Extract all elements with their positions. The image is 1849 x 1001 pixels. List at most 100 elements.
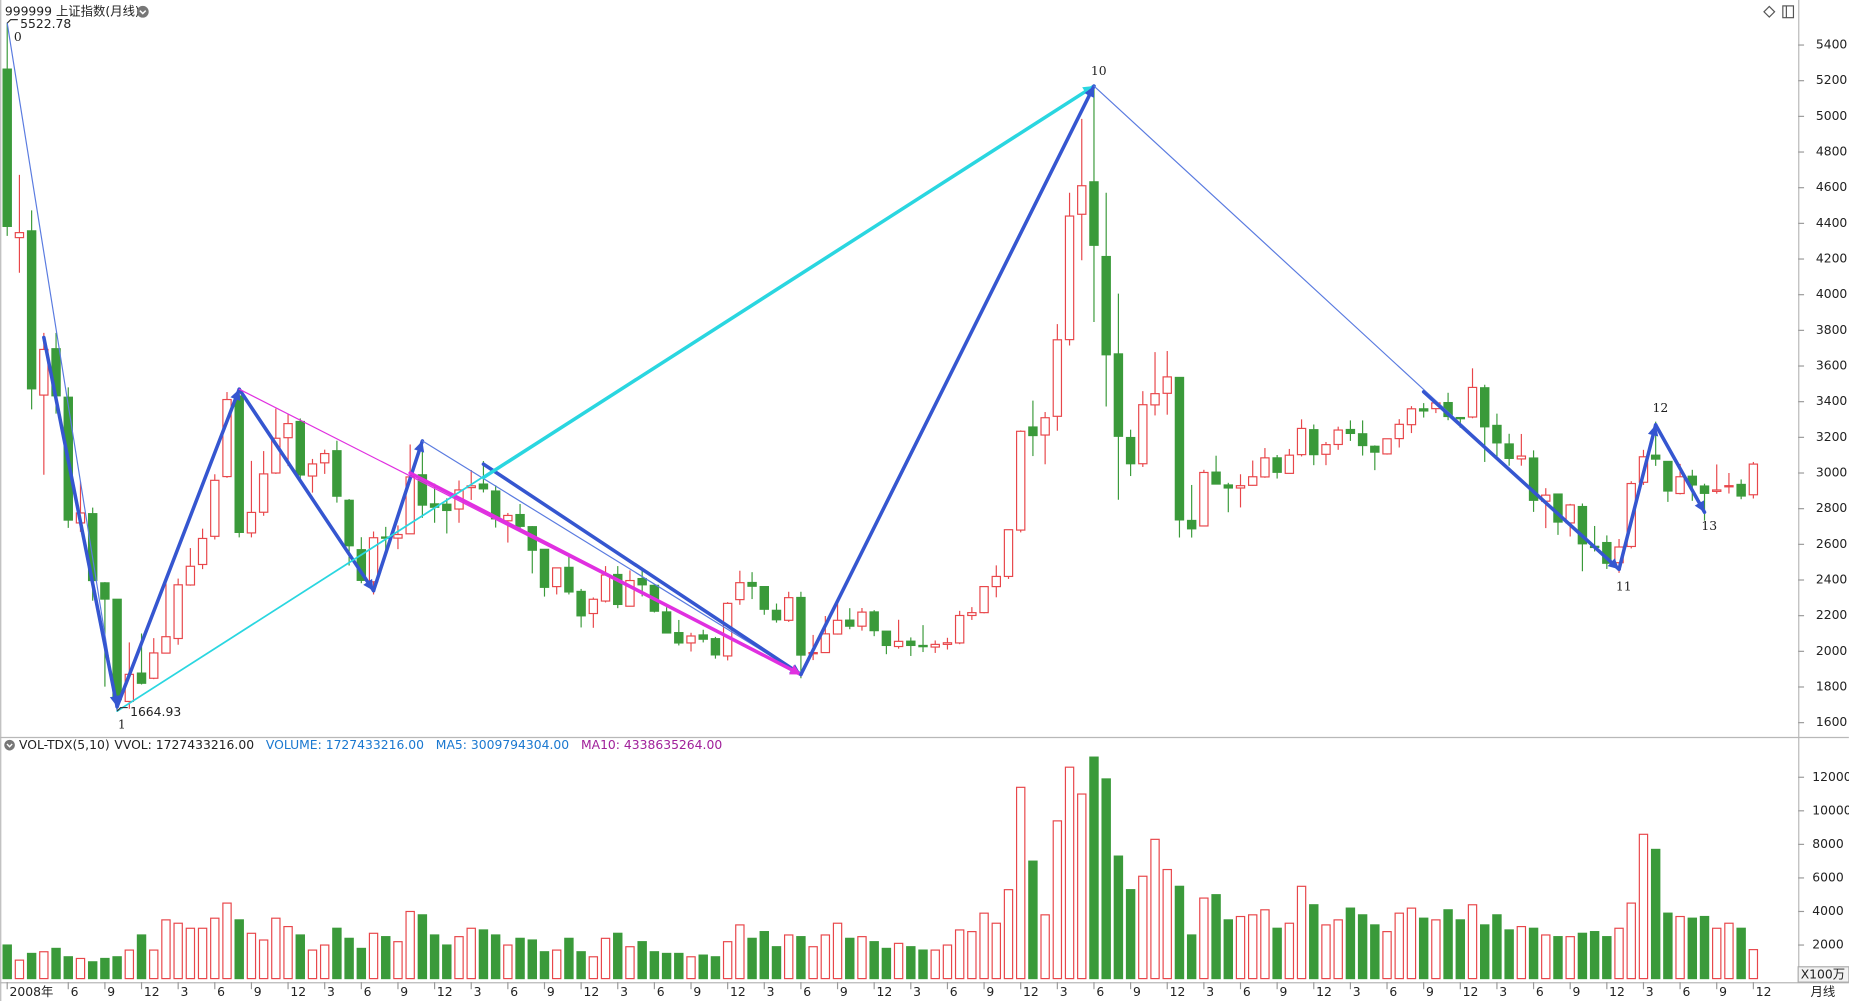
x-tick-label: 9: [1133, 985, 1141, 999]
volume-bar: [1406, 907, 1417, 980]
candle-body: [1186, 519, 1197, 530]
y-tick-label: 3800: [1816, 323, 1848, 337]
candle-body: [1211, 471, 1221, 485]
volume-bar: [39, 951, 49, 980]
volume-bar: [393, 941, 403, 980]
volume-bar: [136, 934, 147, 980]
candle-body: [783, 597, 794, 621]
candle-body: [893, 640, 904, 648]
volume-bar: [1455, 919, 1466, 980]
candle-body: [1382, 438, 1392, 455]
y-tick-label: 3000: [1816, 466, 1848, 480]
trend-line: [371, 439, 425, 593]
x-tick-label: 12: [583, 985, 599, 999]
volume-bar: [722, 941, 733, 980]
y-tick-label: 2400: [1816, 573, 1848, 587]
volume-bar: [808, 946, 818, 980]
trend-line: [1421, 390, 1621, 572]
volume-bar: [344, 937, 354, 980]
volume-bar: [649, 951, 660, 980]
volume-bar: [1150, 838, 1160, 980]
volume-bar: [857, 936, 867, 980]
price-label-pointer: [6, 19, 18, 24]
volume-bar: [1089, 756, 1099, 980]
volume-bar: [564, 937, 574, 980]
candle-body: [613, 573, 623, 606]
panel-icon[interactable]: [1782, 5, 1795, 19]
candle-body: [1321, 444, 1331, 455]
title-menu-icon[interactable]: [136, 5, 149, 18]
y-tick-label: 1800: [1816, 679, 1848, 693]
volume-bar: [1357, 914, 1368, 980]
volume-bar: [51, 947, 61, 980]
x-tick-label: 3: [1499, 985, 1507, 999]
volume-bar: [1602, 936, 1612, 980]
y-tick-label: 12000: [1812, 770, 1849, 784]
volume-bar: [1712, 927, 1722, 980]
candle-body: [600, 574, 611, 602]
candle-body: [39, 348, 49, 396]
volume-bar: [1235, 915, 1246, 980]
volume-bar: [454, 936, 464, 980]
arrow-head: [789, 664, 801, 675]
candle-body: [1467, 386, 1478, 418]
x-tick-label: 6: [803, 985, 811, 999]
candle-body: [1650, 454, 1661, 460]
volume-bar: [283, 925, 293, 980]
volume-bar: [954, 929, 965, 980]
x-tick-label: 9: [400, 985, 408, 999]
x-tick-label: 6: [1243, 985, 1251, 999]
candle-body: [1028, 426, 1038, 437]
volume-bar: [869, 941, 879, 980]
wave-label: 12: [1653, 401, 1669, 415]
candle-body: [1309, 429, 1319, 456]
volume-header: VOL-TDX(5,10) VVOL: 1727433216.00 VOLUME: …: [19, 738, 722, 752]
candle-body: [698, 634, 708, 640]
candle-body: [1015, 430, 1026, 531]
candle-body: [735, 582, 745, 601]
volume-bar: [87, 961, 98, 980]
y-tick-label: 10000: [1812, 803, 1849, 817]
volume-unit: X100万: [1801, 968, 1845, 982]
volume-bar: [1296, 885, 1307, 980]
candle-body: [1052, 339, 1063, 417]
x-tick-label: 9: [254, 985, 262, 999]
candle-body: [1113, 353, 1124, 437]
y-tick-label: 3400: [1816, 394, 1848, 408]
volume-bar: [1125, 889, 1136, 980]
volume-bar: [783, 934, 794, 980]
x-tick-label: 6: [364, 985, 372, 999]
shape-icon[interactable]: [1763, 5, 1776, 18]
vol-menu-icon[interactable]: [4, 739, 15, 751]
x-tick-label: 6: [510, 985, 518, 999]
candle-body: [832, 619, 843, 635]
candle-body: [26, 230, 37, 390]
volume-bar: [771, 946, 782, 980]
x-tick-label: 3: [1646, 985, 1654, 999]
x-tick-label: 12: [1170, 985, 1186, 999]
x-tick-label: 6: [1536, 985, 1544, 999]
candle-body: [319, 452, 330, 464]
chart-title: 999999 上证指数(月线): [5, 3, 140, 18]
volume-bar: [1748, 949, 1759, 980]
candle-body: [967, 612, 977, 617]
candle-body: [1394, 423, 1404, 440]
x-tick-label: 12: [1463, 985, 1479, 999]
candle-body: [1712, 489, 1722, 492]
volume-bar: [1638, 833, 1649, 980]
x-tick-label: 12: [290, 985, 306, 999]
trend-line: [1617, 423, 1658, 572]
y-tick-label: 5200: [1816, 73, 1848, 87]
volume-bar: [796, 936, 806, 980]
arrow-head: [1607, 558, 1620, 570]
x-tick-label: 6: [1682, 985, 1690, 999]
candle-body: [674, 632, 684, 644]
candle-body: [637, 577, 647, 586]
volume-bar: [332, 927, 342, 980]
volume-bar: [319, 944, 330, 980]
y-tick-label: 2200: [1816, 608, 1848, 622]
x-tick-label: 3: [327, 985, 335, 999]
x-tick-label: 9: [107, 985, 115, 999]
volume-readout: VVOL: 1727433216.00: [114, 738, 254, 752]
volume-bar: [1015, 786, 1026, 980]
